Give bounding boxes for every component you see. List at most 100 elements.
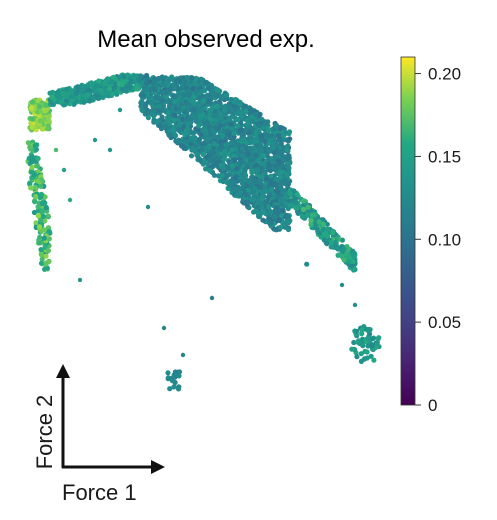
data-point bbox=[96, 78, 102, 84]
data-point bbox=[286, 165, 292, 171]
data-point bbox=[153, 82, 159, 89]
data-point bbox=[205, 161, 211, 167]
data-point bbox=[268, 173, 274, 179]
data-point bbox=[38, 252, 45, 258]
data-point bbox=[190, 85, 196, 92]
data-point bbox=[218, 162, 224, 168]
data-point bbox=[284, 156, 290, 162]
data-point bbox=[280, 179, 286, 185]
data-point bbox=[54, 92, 60, 98]
data-point bbox=[96, 95, 102, 101]
data-point bbox=[44, 126, 51, 132]
data-point bbox=[276, 217, 282, 223]
data-point bbox=[186, 120, 192, 126]
data-point bbox=[274, 204, 280, 210]
data-point bbox=[328, 244, 334, 250]
data-point bbox=[273, 209, 279, 215]
data-point bbox=[358, 351, 364, 357]
data-point bbox=[159, 74, 165, 80]
data-point bbox=[341, 257, 347, 263]
data-point bbox=[336, 252, 342, 258]
data-point bbox=[308, 218, 314, 224]
axis-arrows bbox=[56, 364, 165, 474]
data-point bbox=[241, 153, 247, 160]
data-point bbox=[167, 115, 173, 121]
data-point bbox=[370, 336, 376, 342]
data-point bbox=[167, 102, 173, 108]
data-point bbox=[255, 156, 262, 162]
data-point bbox=[283, 200, 289, 206]
data-point bbox=[182, 79, 188, 85]
data-point bbox=[214, 103, 220, 109]
data-point bbox=[191, 130, 197, 136]
data-point-outlier bbox=[240, 183, 246, 189]
data-point bbox=[245, 199, 251, 205]
data-point bbox=[216, 92, 222, 98]
data-point bbox=[40, 213, 47, 219]
data-point bbox=[190, 147, 196, 153]
data-point bbox=[266, 128, 272, 134]
data-point bbox=[27, 144, 33, 150]
data-point bbox=[245, 151, 251, 157]
data-point bbox=[179, 98, 185, 104]
data-point bbox=[169, 108, 175, 114]
data-point bbox=[207, 130, 213, 136]
data-point bbox=[42, 194, 48, 200]
data-point bbox=[257, 178, 263, 185]
data-point bbox=[305, 204, 311, 210]
data-point bbox=[245, 187, 251, 193]
data-point bbox=[293, 200, 299, 206]
data-point bbox=[46, 229, 52, 235]
data-point bbox=[183, 84, 189, 90]
data-point bbox=[87, 98, 93, 104]
data-point-outlier bbox=[145, 204, 151, 210]
data-point bbox=[152, 87, 158, 93]
data-point bbox=[142, 86, 148, 92]
data-point bbox=[195, 155, 202, 161]
data-point bbox=[157, 103, 163, 109]
data-point bbox=[38, 247, 44, 253]
data-point bbox=[221, 156, 227, 162]
data-point bbox=[219, 173, 225, 179]
data-point bbox=[33, 220, 39, 226]
data-point bbox=[29, 164, 35, 171]
data-point bbox=[254, 166, 260, 172]
data-point bbox=[316, 219, 322, 225]
colorbar-tick-label: 0.10 bbox=[428, 230, 461, 249]
data-point bbox=[277, 126, 283, 132]
data-point bbox=[33, 193, 39, 200]
data-point bbox=[194, 82, 200, 88]
data-point-outlier bbox=[209, 295, 215, 301]
data-point-outlier bbox=[92, 137, 98, 143]
data-point bbox=[340, 248, 346, 254]
data-point bbox=[365, 328, 371, 334]
data-point bbox=[205, 85, 211, 91]
data-point-outlier bbox=[67, 197, 73, 203]
data-point bbox=[234, 165, 240, 172]
data-point bbox=[31, 199, 38, 205]
data-point bbox=[171, 384, 177, 390]
data-point bbox=[41, 116, 48, 122]
data-point bbox=[354, 328, 360, 334]
data-point bbox=[36, 240, 42, 246]
data-point bbox=[278, 174, 284, 180]
data-point bbox=[211, 133, 217, 139]
data-point bbox=[235, 123, 241, 129]
data-point bbox=[217, 139, 223, 145]
data-point bbox=[308, 221, 314, 228]
data-point bbox=[33, 146, 40, 153]
data-point bbox=[207, 124, 213, 130]
data-point bbox=[202, 121, 208, 127]
data-point bbox=[278, 224, 284, 230]
scatter-points bbox=[25, 72, 382, 392]
data-point bbox=[239, 135, 245, 141]
data-point bbox=[284, 212, 290, 218]
data-point bbox=[49, 94, 55, 100]
data-point bbox=[221, 107, 228, 113]
data-point bbox=[197, 94, 203, 100]
data-point bbox=[317, 230, 323, 236]
data-point bbox=[271, 141, 277, 147]
data-point bbox=[252, 185, 258, 191]
data-point bbox=[265, 119, 271, 125]
data-point bbox=[262, 170, 268, 176]
